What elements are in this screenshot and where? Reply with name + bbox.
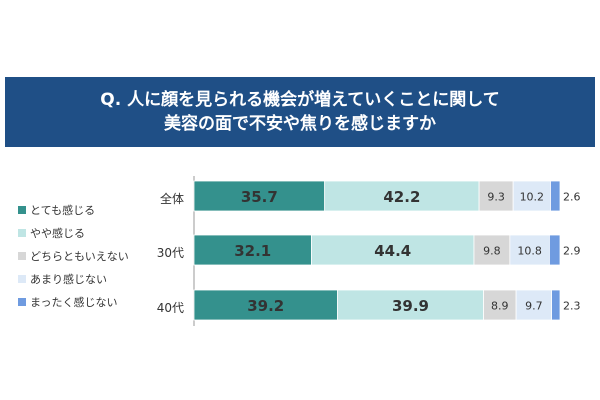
legend-item: あまり感じない	[18, 267, 129, 290]
legend-swatch	[18, 251, 26, 260]
legend-label: まったく感じない	[30, 295, 118, 309]
data-label: 39.9	[392, 297, 429, 315]
legend-item: まったく感じない	[18, 290, 129, 313]
bar-segment	[551, 289, 561, 321]
bar-segment	[193, 234, 312, 266]
bar-segment	[473, 234, 511, 266]
legend-swatch	[18, 228, 26, 237]
category-label: 全体	[159, 192, 184, 206]
data-label: 2.3	[563, 300, 581, 313]
legend-item: やや感じる	[18, 221, 129, 244]
data-label: 8.9	[491, 300, 509, 313]
title-banner: Q. 人に顔を見られる機会が増えていくことに関して 美容の面で不安や焦りを感じま…	[5, 77, 595, 147]
legend-label: あまり感じない	[30, 272, 107, 286]
data-label: 44.4	[374, 242, 411, 260]
bar-segment	[548, 234, 561, 266]
data-label: 9.8	[483, 245, 501, 258]
title-line-1: Q. 人に顔を見られる機会が増えていくことに関して	[100, 90, 500, 110]
data-label: 42.2	[383, 188, 420, 206]
data-label: 39.2	[247, 297, 284, 315]
legend-swatch	[18, 274, 26, 283]
data-label: 10.2	[520, 191, 545, 204]
bar-segment	[478, 180, 514, 212]
legend-item: どちらともいえない	[18, 244, 129, 267]
data-label: 32.1	[234, 242, 271, 260]
legend-item: とても感じる	[18, 198, 129, 221]
category-label: 40代	[156, 301, 184, 315]
legend-label: やや感じる	[30, 226, 85, 240]
data-label: 35.7	[241, 188, 278, 206]
legend-label: どちらともいえない	[30, 249, 129, 263]
data-label: 2.9	[563, 245, 581, 258]
legend: とても感じる やや感じる どちらともいえない あまり感じない まったく感じない	[18, 198, 129, 313]
legend-swatch	[18, 297, 26, 306]
data-label: 2.6	[563, 191, 581, 204]
category-label: 30代	[156, 246, 184, 260]
bar-segment	[550, 180, 561, 212]
legend-swatch	[18, 205, 26, 214]
data-label: 10.8	[517, 245, 542, 258]
bar-segment	[193, 180, 326, 212]
legend-label: とても感じる	[30, 203, 96, 217]
title-line-2: 美容の面で不安や焦りを感じますか	[164, 114, 436, 134]
data-label: 9.7	[525, 300, 543, 313]
bar-segment	[193, 289, 338, 321]
bar-segment	[483, 289, 517, 321]
data-label: 9.3	[487, 191, 505, 204]
bar-segment	[515, 289, 552, 321]
bar-segment	[324, 180, 480, 212]
